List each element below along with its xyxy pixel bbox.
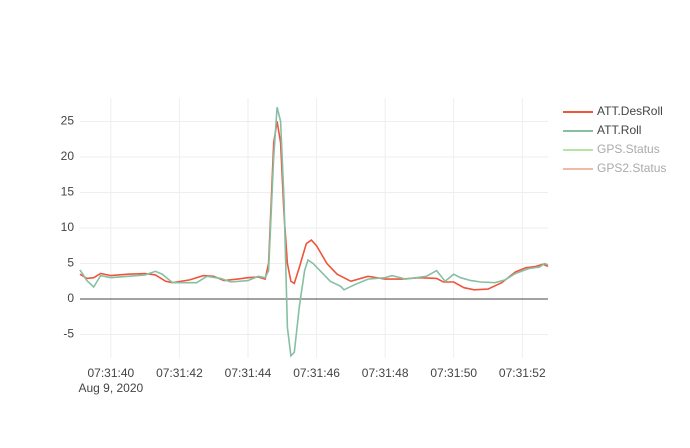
y-tick-label: 0 <box>67 291 74 305</box>
series-line <box>79 107 549 358</box>
x-tick-label: 07:31:48 <box>362 366 409 380</box>
legend-label[interactable]: ATT.Roll <box>597 123 641 137</box>
x-date-label: Aug 9, 2020 <box>78 381 143 395</box>
y-tick-label: 10 <box>61 220 75 234</box>
y-tick-label: 25 <box>61 114 75 128</box>
y-tick-label: 15 <box>61 185 75 199</box>
y-tick-label: 20 <box>61 149 75 163</box>
legend-label[interactable]: ATT.DesRoll <box>597 104 663 118</box>
x-tick-label: 07:31:42 <box>156 366 203 380</box>
x-tick-label: 07:31:52 <box>499 366 546 380</box>
series-line <box>79 121 549 291</box>
y-tick-label: 5 <box>67 256 74 270</box>
legend-label[interactable]: GPS.Status <box>597 142 660 156</box>
x-tick-label: 07:31:50 <box>430 366 477 380</box>
x-tick-label: 07:31:40 <box>87 366 134 380</box>
x-tick-label: 07:31:44 <box>225 366 272 380</box>
x-tick-label: 07:31:46 <box>293 366 340 380</box>
y-tick-label: -5 <box>63 327 74 341</box>
legend-label[interactable]: GPS2.Status <box>597 161 666 175</box>
